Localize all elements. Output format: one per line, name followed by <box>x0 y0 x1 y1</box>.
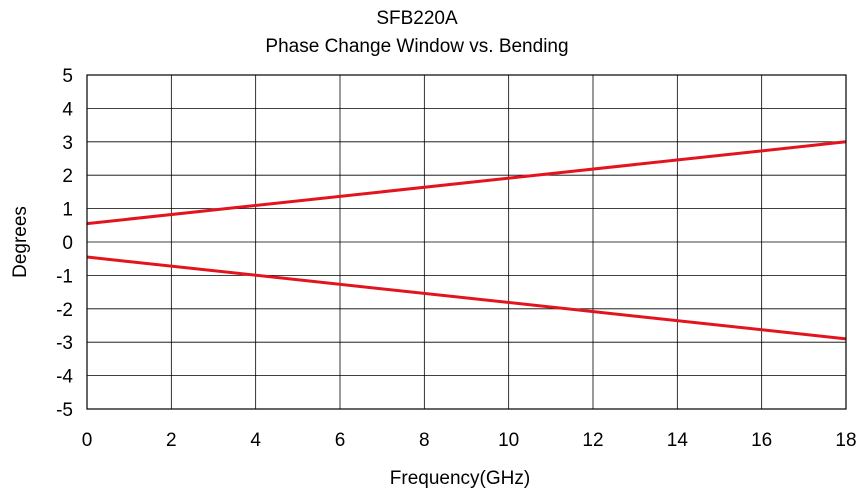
grid <box>86 74 847 410</box>
y-tick-label: 3 <box>62 133 73 154</box>
series-line-2 <box>86 255 847 341</box>
y-tick-label: 2 <box>62 166 73 187</box>
y-tick-label: -4 <box>56 367 73 388</box>
x-tick-label: 4 <box>250 430 261 451</box>
y-tick-label: -2 <box>56 300 73 321</box>
x-tick-label: 2 <box>166 430 177 451</box>
x-tick-label: 0 <box>82 430 93 451</box>
y-tick-label: 4 <box>62 99 73 120</box>
chart-title: SFB220A <box>376 8 458 29</box>
x-axis-label: Frequency(GHz) <box>390 468 530 489</box>
y-tick-label: -1 <box>56 266 73 287</box>
y-axis-label: Degrees <box>10 206 31 278</box>
series-lines <box>86 140 847 341</box>
y-tick-label: 5 <box>62 66 73 87</box>
x-tick-label: 8 <box>419 430 430 451</box>
y-tick-labels: 5 4 3 2 1 0 -1 -2 -3 -4 -5 <box>56 66 73 421</box>
x-tick-labels: 0 2 4 6 8 10 12 14 16 18 <box>82 430 857 451</box>
plot-frame <box>86 74 847 410</box>
x-tick-label: 14 <box>667 430 689 451</box>
y-tick-label: -3 <box>56 333 73 354</box>
chart-subtitle: Phase Change Window vs. Bending <box>265 36 568 57</box>
y-tick-label: 0 <box>62 233 73 254</box>
x-tick-label: 18 <box>835 430 856 451</box>
x-tick-label: 16 <box>751 430 772 451</box>
y-tick-label: -5 <box>56 400 73 421</box>
series-line-1 <box>86 140 847 226</box>
x-tick-label: 12 <box>582 430 603 451</box>
y-tick-label: 1 <box>62 200 73 221</box>
x-tick-label: 10 <box>498 430 519 451</box>
x-tick-label: 6 <box>335 430 346 451</box>
